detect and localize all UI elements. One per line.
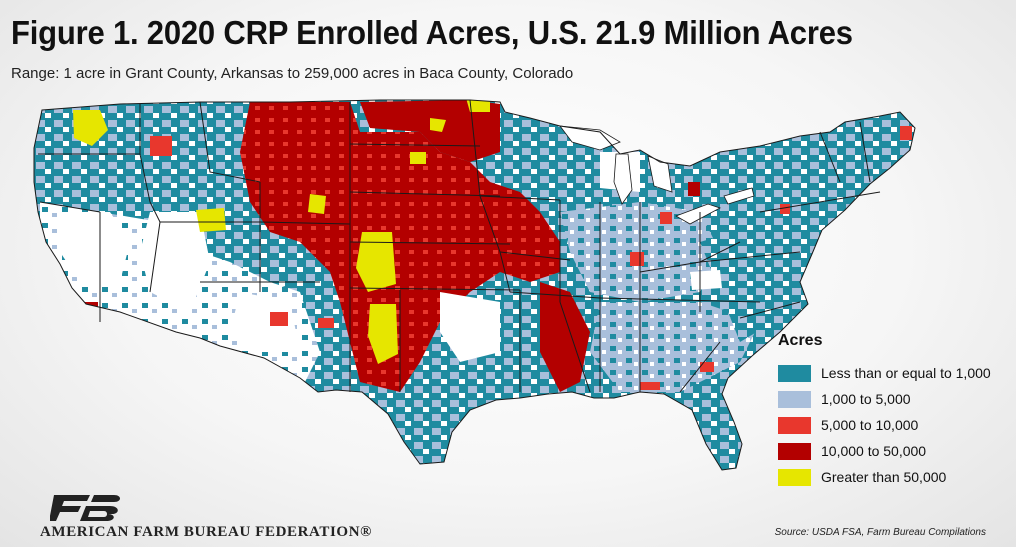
legend-label: Greater than 50,000 [821,469,947,485]
afbf-logo: AMERICAN FARM BUREAU FEDERATION® [40,493,372,543]
great-lakes [559,125,755,225]
legend-title: Acres [778,332,823,349]
fb-logo-mark-icon [50,495,120,521]
map-legend: Acres Less than or equal to 1,000 1,000 … [778,332,1016,490]
legend-label: 10,000 to 50,000 [821,443,927,459]
figure-title: Figure 1. 2020 CRP Enrolled Acres, U.S. … [11,14,853,52]
map-svg [33,99,916,471]
org-name: AMERICAN FARM BUREAU FEDERATION® [40,524,372,540]
legend-item-gt-50000: Greater than 50,000 [778,464,1016,490]
legend-item-1000-5000: 1,000 to 5,000 [778,386,1016,412]
legend-label: Less than or equal to 1,000 [821,365,991,381]
legend-swatch [778,390,811,408]
figure-subtitle: Range: 1 acre in Grant County, Arkansas … [11,65,574,82]
legend-item-10000-50000: 10,000 to 50,000 [778,438,1016,464]
legend-swatch [778,442,811,460]
legend-swatch [778,468,811,486]
legend-swatch [778,416,811,434]
legend-item-le-1000: Less than or equal to 1,000 [778,360,1016,386]
us-county-map [0,92,1016,502]
legend-label: 1,000 to 5,000 [821,391,911,407]
legend-item-5000-10000: 5,000 to 10,000 [778,412,1016,438]
source-note: Source: USDA FSA, Farm Bureau Compilatio… [774,527,986,538]
legend-label: 5,000 to 10,000 [821,417,919,433]
legend-swatch [778,364,811,382]
state-boundaries [33,99,916,471]
